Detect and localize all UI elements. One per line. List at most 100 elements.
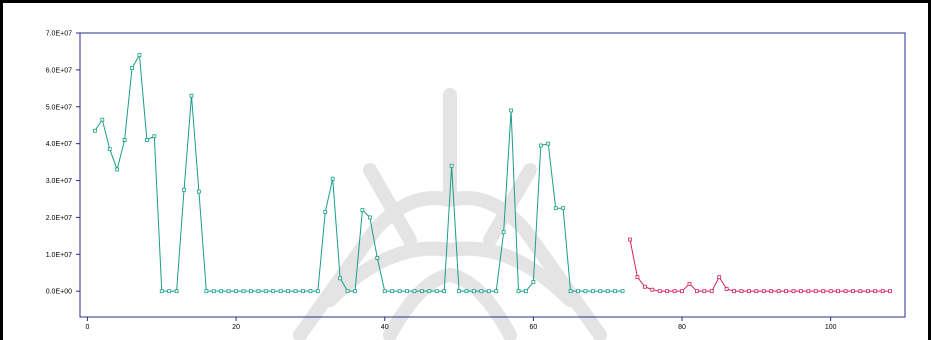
data-point [665,289,670,294]
series-2 [628,237,893,294]
data-point [524,289,528,294]
data-point [680,289,684,294]
data-point [449,163,454,168]
data-point [174,289,179,294]
data-point [464,289,469,294]
data-point [717,275,722,280]
data-point [843,289,848,294]
x-axis: 0 20 40 60 80 100 [85,317,837,331]
data-point [635,275,640,280]
data-point [501,230,506,235]
data-point [360,208,365,212]
data-point [672,289,677,294]
data-point [204,289,209,294]
data-point [434,289,439,294]
y-tick-label: 6.0E+07 [46,67,72,74]
data-point [687,281,692,286]
series-layer [92,53,893,294]
data-point [189,93,194,98]
data-point [382,289,387,294]
data-point [486,289,491,294]
data-point [494,289,499,294]
data-point [880,289,885,294]
data-point [851,289,855,294]
data-point [657,289,662,294]
data-point [107,147,112,152]
data-point [813,289,818,294]
data-point [702,289,707,294]
data-point [828,289,833,294]
data-point [739,289,744,294]
data-point [583,289,588,294]
data-point [628,237,632,242]
data-point [293,289,298,294]
data-point [301,289,305,294]
data-point [509,108,513,113]
data-point [152,134,157,139]
series-line [94,53,623,292]
data-point [650,287,655,292]
data-point [144,138,149,142]
data-point [694,289,699,294]
y-tick-label: 7.0E+07 [46,31,72,38]
data-point [442,289,447,294]
data-point [806,289,811,294]
data-point [375,256,380,260]
data-point [219,289,224,294]
data-point [538,143,543,148]
data-point [92,128,97,133]
data-point [724,287,729,291]
data-point [226,289,231,294]
data-point [546,141,551,146]
y-tick-label: 0.0E+00 [46,289,72,296]
data-point [784,289,788,294]
x-tick-label: 80 [678,324,686,331]
data-point [367,215,372,220]
data-point [397,289,402,294]
data-point [353,289,357,294]
data-point [167,289,172,294]
data-point [888,289,893,294]
data-point [330,176,335,181]
y-tick-label: 2.0E+07 [46,215,72,222]
data-point [776,289,781,294]
data-point [211,289,216,294]
data-point [256,289,261,294]
data-point [159,289,164,294]
data-point [100,117,105,122]
data-point [315,289,320,294]
data-point [241,289,246,294]
data-point [821,289,826,294]
data-point [836,289,841,294]
data-point [642,284,647,289]
data-point [709,289,714,294]
data-point [278,289,283,294]
y-tick-label: 1.0E+07 [46,252,72,259]
data-point [799,289,803,294]
x-tick-label: 20 [232,324,240,331]
data-point [286,289,291,294]
data-point [754,289,759,294]
y-axis: 0.0E+00 1.0E+07 2.0E+07 3.0E+07 4.0E+07 5.0E+… [46,31,80,296]
data-point [732,289,736,294]
data-point [747,289,751,294]
data-point [182,187,186,192]
data-point [568,289,573,294]
data-point [598,289,603,294]
data-point [791,289,796,294]
data-point [457,289,461,294]
data-point [590,289,595,294]
data-point [249,289,253,294]
data-point [472,289,476,294]
data-point [427,289,432,294]
data-point [479,289,484,294]
data-point [531,280,536,284]
data-point [865,289,870,294]
data-point [345,289,350,294]
data-point [873,289,878,294]
data-point [858,289,863,294]
data-point [338,276,343,281]
y-tick-label: 3.0E+07 [46,178,72,185]
